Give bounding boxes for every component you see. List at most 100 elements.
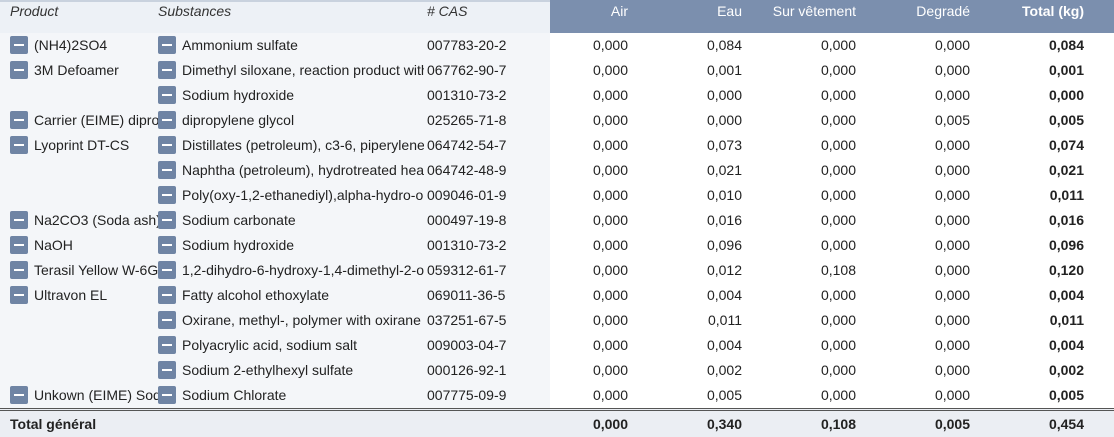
minus-box-icon[interactable] [10,36,28,55]
product-label: (NH4)2SO4 [34,37,108,53]
minus-box-icon[interactable] [158,161,176,180]
substance-cell[interactable]: Polyacrylic acid, sodium salt [158,333,424,358]
total-value: 0,005 [1048,387,1084,403]
eau-value: 0,000 [706,87,742,103]
eau-value: 0,073 [706,137,742,153]
header-left-band [0,0,550,35]
minus-box-icon[interactable] [158,36,176,55]
minus-box-icon[interactable] [158,336,176,355]
degrade-value: 0,005 [934,112,970,128]
minus-box-icon[interactable] [10,286,28,305]
header-product[interactable]: Product [10,3,59,19]
minus-box-icon[interactable] [10,61,28,80]
eau-value: 0,012 [706,262,742,278]
substance-cell[interactable]: Poly(oxy-1,2-ethanediyl),alpha-hydro-ome… [158,183,424,208]
minus-box-icon[interactable] [10,236,28,255]
minus-box-icon[interactable] [158,286,176,305]
minus-box-icon[interactable] [158,111,176,130]
air-value: 0,000 [592,362,628,378]
total-value: 0,011 [1049,312,1084,328]
minus-box-icon[interactable] [158,61,176,80]
product-cell[interactable]: Na2CO3 (Soda ash) [10,208,158,233]
substance-cell[interactable]: Sodium hydroxide [158,233,424,258]
air-value: 0,000 [592,37,628,53]
minus-box-icon[interactable] [10,211,28,230]
minus-box-icon[interactable] [10,111,28,130]
product-cell[interactable]: (NH4)2SO4 [10,33,158,58]
cas-cell: 000497-19-8 [427,212,507,228]
minus-box-icon[interactable] [158,311,176,330]
table-row: Polyacrylic acid, sodium salt 009003-04-7… [0,333,1114,358]
minus-box-icon[interactable] [158,386,176,405]
cas-cell: 001310-73-2 [427,237,507,253]
air-value: 0,000 [592,262,628,278]
minus-box-icon[interactable] [10,136,28,155]
header-sur-vetement[interactable]: Sur vêtement [772,3,856,19]
cas-cell: 007775-09-9 [427,387,507,403]
cas-cell: 037251-67-5 [427,312,507,328]
product-cell[interactable]: Carrier (EIME) dipropylene glycol [10,108,158,133]
minus-box-icon[interactable] [158,86,176,105]
substance-cell[interactable]: Oxirane, methyl-, polymer with oxirane [158,308,424,333]
degrade-value: 0,000 [934,187,970,203]
sur-vetement-value: 0,000 [820,112,856,128]
minus-box-icon[interactable] [158,186,176,205]
header-air[interactable]: Air [610,3,628,19]
substance-cell[interactable]: Ammonium sulfate [158,33,424,58]
substance-cell[interactable]: Sodium carbonate [158,208,424,233]
minus-box-icon[interactable] [158,361,176,380]
minus-box-icon[interactable] [158,136,176,155]
substance-cell[interactable]: Fatty alcohol ethoxylate [158,283,424,308]
product-cell[interactable]: Unkown (EIME) Sodium Chlorate [10,383,158,408]
total-value: 0,002 [1048,362,1084,378]
minus-box-icon[interactable] [158,261,176,280]
cas-cell: 001310-73-2 [427,87,507,103]
substance-cell[interactable]: Distillates (petroleum), c3-6, piperylen… [158,133,424,158]
pivot-header-row: Product Substances # CAS Air Eau Sur vêt… [0,0,1114,35]
pivot-body: (NH4)2SO4 Ammonium sulfate 007783-20-2 0,00… [0,33,1114,408]
header-eau[interactable]: Eau [717,3,742,19]
substance-cell[interactable]: 1,2-dihydro-6-hydroxy-1,4-dimethyl-2-oxo [158,258,424,283]
cas-cell: 007783-20-2 [427,37,507,53]
sur-vetement-value: 0,000 [820,162,856,178]
product-label: NaOH [34,237,73,253]
table-row: Na2CO3 (Soda ash) Sodium carbonate 000497-… [0,208,1114,233]
air-value: 0,000 [592,187,628,203]
sur-vetement-value: 0,000 [820,187,856,203]
table-row: Sodium 2-ethylhexyl sulfate 000126-92-1 0,… [0,358,1114,383]
substance-cell[interactable]: Dimethyl siloxane, reaction product with… [158,58,424,83]
minus-box-icon[interactable] [158,211,176,230]
substance-cell[interactable]: Naphtha (petroleum), hydrotreated heavy [158,158,424,183]
minus-box-icon[interactable] [10,261,28,280]
header-substances[interactable]: Substances [158,3,232,19]
header-degrade[interactable]: Degradé [916,3,970,19]
product-cell[interactable]: Terasil Yellow W-6GS [10,258,158,283]
table-row: Terasil Yellow W-6GS 1,2-dihydro-6-hydrox… [0,258,1114,283]
product-cell[interactable]: Lyoprint DT-CS [10,133,158,158]
table-row: Carrier (EIME) dipropylene glycol dipropy… [0,108,1114,133]
header-total[interactable]: Total (kg) [1022,3,1084,19]
minus-box-icon[interactable] [10,386,28,405]
degrade-value: 0,000 [934,362,970,378]
substance-label: dipropylene glycol [182,112,295,128]
substance-cell[interactable]: dipropylene glycol [158,108,424,133]
sur-vetement-value: 0,108 [820,262,856,278]
header-cas[interactable]: # CAS [427,3,468,19]
product-cell[interactable]: NaOH [10,233,158,258]
minus-box-icon[interactable] [158,236,176,255]
substance-cell[interactable]: Sodium 2-ethylhexyl sulfate [158,358,424,383]
substance-label: Naphtha (petroleum), hydrotreated heavy [182,162,424,178]
header-right-band [550,0,1114,33]
total-value: 0,000 [1048,87,1084,103]
total-value: 0,021 [1048,162,1084,178]
eau-value: 0,005 [706,387,742,403]
air-value: 0,000 [592,87,628,103]
substance-label: Fatty alcohol ethoxylate [182,287,330,303]
product-cell[interactable]: Ultravon EL [10,283,158,308]
product-cell[interactable]: 3M Defoamer [10,58,158,83]
substance-cell[interactable]: Sodium hydroxide [158,83,424,108]
total-value: 0,084 [1048,37,1084,53]
degrade-value: 0,000 [934,237,970,253]
substance-cell[interactable]: Sodium Chlorate [158,383,424,408]
cas-cell: 064742-48-9 [427,162,507,178]
